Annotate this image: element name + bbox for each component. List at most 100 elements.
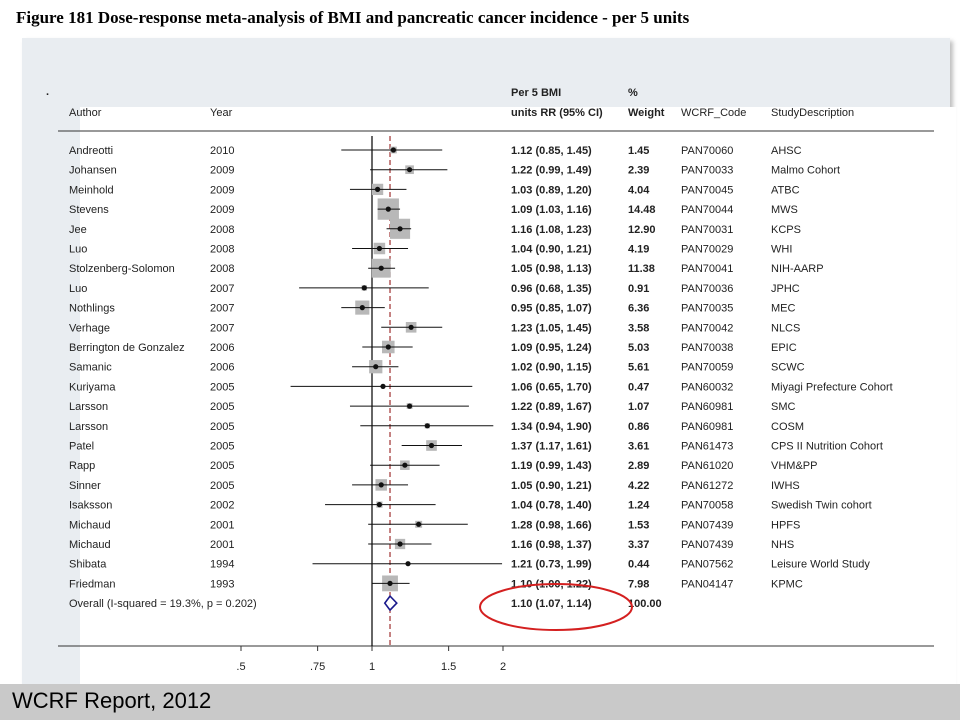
study-rr-ci: 1.21 (0.73, 1.99): [511, 559, 592, 571]
study-author: Larsson: [69, 401, 108, 413]
study-weight: 5.61: [628, 362, 649, 374]
study-rr-ci: 1.12 (0.85, 1.45): [511, 145, 592, 157]
study-weight: 4.04: [628, 184, 650, 196]
study-wcrf-code: PAN04147: [681, 578, 733, 590]
study-description: SMC: [771, 401, 796, 413]
point-estimate: [359, 305, 365, 311]
point-estimate: [408, 324, 414, 330]
header-rr-line1: Per 5 BMI: [511, 87, 561, 99]
study-weight: 14.48: [628, 204, 656, 216]
study-description: MWS: [771, 204, 798, 216]
study-description: CPS II Nutrition Cohort: [771, 441, 883, 453]
study-wcrf-code: PAN60032: [681, 381, 733, 393]
study-description: MEC: [771, 303, 796, 315]
point-estimate: [424, 423, 430, 429]
study-rows: Andreotti 2010 1.12 (0.85, 1.45) 1.45 PAN700…: [69, 145, 893, 610]
point-estimate: [374, 186, 381, 192]
point-estimate: [385, 344, 391, 350]
point-estimate: [387, 580, 393, 587]
header-weight-line1: %: [628, 87, 638, 99]
header-weight-line2: Weight: [628, 107, 665, 119]
study-author: Nothlings: [69, 303, 115, 315]
study-rr-ci: 1.04 (0.90, 1.21): [511, 244, 592, 256]
point-estimate: [380, 383, 386, 389]
study-weight: 0.91: [628, 283, 649, 295]
study-wcrf-code: PAN70058: [681, 500, 733, 512]
study-author: Rapp: [69, 460, 95, 472]
study-weight: 4.19: [628, 244, 649, 256]
study-year: 2006: [210, 362, 234, 374]
study-year: 2009: [210, 165, 234, 177]
study-year: 2002: [210, 500, 234, 512]
point-estimate: [402, 462, 408, 468]
x-tick-label: 2: [500, 661, 506, 673]
study-description: AHSC: [771, 145, 802, 157]
point-estimate: [378, 482, 384, 488]
study-year: 2005: [210, 421, 234, 433]
study-year: 2009: [210, 204, 234, 216]
header-study-description: StudyDescription: [771, 107, 854, 119]
study-author: Shibata: [69, 559, 107, 571]
study-rr-ci: 1.02 (0.90, 1.15): [511, 362, 592, 374]
point-estimate: [376, 245, 383, 252]
study-description: NLCS: [771, 322, 800, 334]
study-author: Stevens: [69, 204, 109, 216]
study-author: Jee: [69, 224, 87, 236]
overall-weight: 100.00: [628, 598, 662, 610]
point-estimate: [397, 541, 403, 547]
study-rr-ci: 1.05 (0.98, 1.13): [511, 263, 592, 275]
study-year: 1994: [210, 559, 234, 571]
plot-layer: .5 .75 1 1.5 2: [236, 136, 506, 673]
study-author: Larsson: [69, 421, 108, 433]
study-description: Miyagi Prefecture Cohort: [771, 381, 893, 393]
study-author: Isaksson: [69, 500, 112, 512]
study-wcrf-code: PAN07439: [681, 519, 733, 531]
study-rr-ci: 1.16 (0.98, 1.37): [511, 539, 592, 551]
study-wcrf-code: PAN70045: [681, 184, 733, 196]
study-description: IWHS: [771, 480, 800, 492]
study-author: Friedman: [69, 578, 115, 590]
study-description: NHS: [771, 539, 794, 551]
study-weight: 3.58: [628, 322, 649, 334]
study-author: Michaud: [69, 519, 111, 531]
study-year: 2005: [210, 401, 234, 413]
study-weight: 1.53: [628, 519, 649, 531]
study-rr-ci: 1.04 (0.78, 1.40): [511, 500, 592, 512]
study-author: Michaud: [69, 539, 111, 551]
study-rr-ci: 1.16 (1.08, 1.23): [511, 224, 592, 236]
study-rr-ci: 1.19 (0.99, 1.43): [511, 460, 592, 472]
study-wcrf-code: PAN70060: [681, 145, 733, 157]
study-wcrf-code: PAN70059: [681, 362, 733, 374]
study-wcrf-code: PAN70036: [681, 283, 733, 295]
study-year: 2008: [210, 244, 234, 256]
study-wcrf-code: PAN70031: [681, 224, 733, 236]
study-year: 2005: [210, 460, 234, 472]
study-description: ATBC: [771, 184, 800, 196]
study-weight: 1.45: [628, 145, 649, 157]
figure-title: Figure 181 Dose-response meta-analysis o…: [16, 8, 690, 27]
figure-panel: [22, 38, 956, 687]
study-rr-ci: 1.28 (0.98, 1.66): [511, 519, 592, 531]
study-weight: 12.90: [628, 224, 656, 236]
study-description: WHI: [771, 244, 792, 256]
study-description: KCPS: [771, 224, 801, 236]
study-description: VHM&PP: [771, 460, 817, 472]
study-year: 1993: [210, 578, 234, 590]
study-year: 2010: [210, 145, 234, 157]
study-description: JPHC: [771, 283, 800, 295]
point-estimate: [361, 285, 367, 291]
study-rr-ci: 1.37 (1.17, 1.61): [511, 441, 592, 453]
point-estimate: [416, 521, 422, 527]
study-wcrf-code: PAN70033: [681, 165, 733, 177]
study-weight: 3.61: [628, 441, 649, 453]
study-rr-ci: 1.09 (0.95, 1.24): [511, 342, 592, 354]
study-year: 2009: [210, 184, 234, 196]
study-rr-ci: 0.95 (0.85, 1.07): [511, 303, 592, 315]
study-rr-ci: 1.05 (0.90, 1.21): [511, 480, 592, 492]
study-author: Meinhold: [69, 184, 114, 196]
study-author: Andreotti: [69, 145, 113, 157]
study-author: Kuriyama: [69, 381, 116, 393]
header-wcrf-code: WCRF_Code: [681, 107, 746, 119]
study-weight: 4.22: [628, 480, 649, 492]
study-year: 2007: [210, 322, 234, 334]
